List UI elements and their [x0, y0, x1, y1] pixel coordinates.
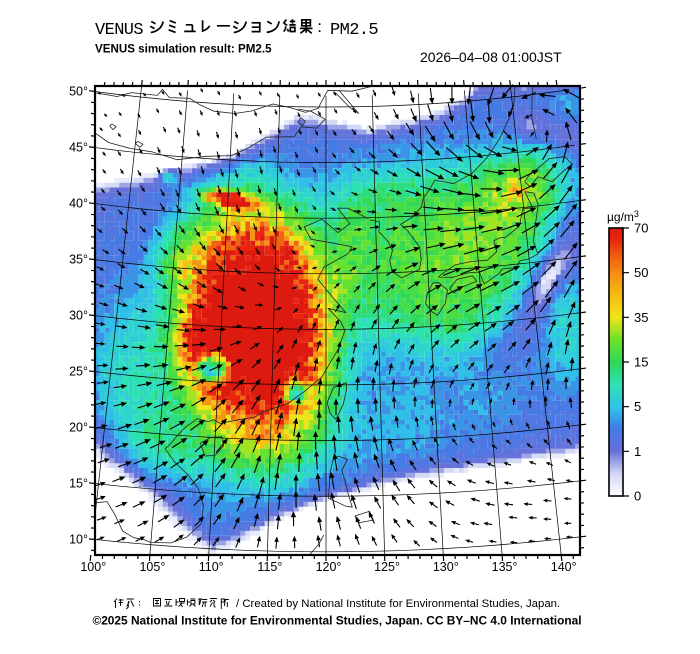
- svg-text:140°: 140°: [551, 560, 577, 574]
- svg-text:70: 70: [634, 221, 648, 236]
- svg-text:2026–04–08 01:00JST: 2026–04–08 01:00JST: [420, 49, 562, 65]
- svg-text:130°: 130°: [433, 560, 459, 574]
- svg-text:15°: 15°: [69, 477, 88, 491]
- svg-text:20°: 20°: [69, 421, 88, 435]
- svg-text:VENUS simulation result: PM2.5: VENUS simulation result: PM2.5: [95, 43, 272, 56]
- svg-text:115°: 115°: [257, 560, 282, 574]
- svg-text:125°: 125°: [374, 560, 400, 574]
- svg-text:PM2.5: PM2.5: [330, 21, 378, 40]
- svg-text:0: 0: [634, 489, 641, 504]
- svg-text:/ Created by National Institut: / Created by National Institute for Envi…: [236, 598, 560, 610]
- svg-text:10°: 10°: [69, 533, 88, 547]
- svg-text:30°: 30°: [69, 309, 88, 323]
- svg-text:1: 1: [634, 444, 641, 459]
- svg-text:15: 15: [634, 355, 648, 370]
- svg-text:110°: 110°: [199, 560, 224, 574]
- svg-text:5: 5: [634, 399, 641, 414]
- svg-text:50: 50: [634, 265, 648, 280]
- svg-text:40°: 40°: [69, 197, 88, 211]
- svg-text:35°: 35°: [69, 253, 88, 267]
- svg-text:25°: 25°: [69, 365, 88, 379]
- svg-text:µg/m3: µg/m3: [607, 209, 639, 224]
- svg-text:50°: 50°: [69, 85, 88, 99]
- svg-text:45°: 45°: [69, 141, 88, 155]
- svg-text:105°: 105°: [139, 560, 165, 574]
- svg-text:135°: 135°: [492, 560, 518, 574]
- svg-text:120°: 120°: [316, 560, 342, 574]
- svg-text:©2025 National Institute for E: ©2025 National Institute for Environment…: [92, 614, 581, 628]
- svg-text:VENUS: VENUS: [95, 21, 143, 40]
- svg-text:35: 35: [634, 310, 648, 325]
- svg-text:100°: 100°: [80, 560, 106, 574]
